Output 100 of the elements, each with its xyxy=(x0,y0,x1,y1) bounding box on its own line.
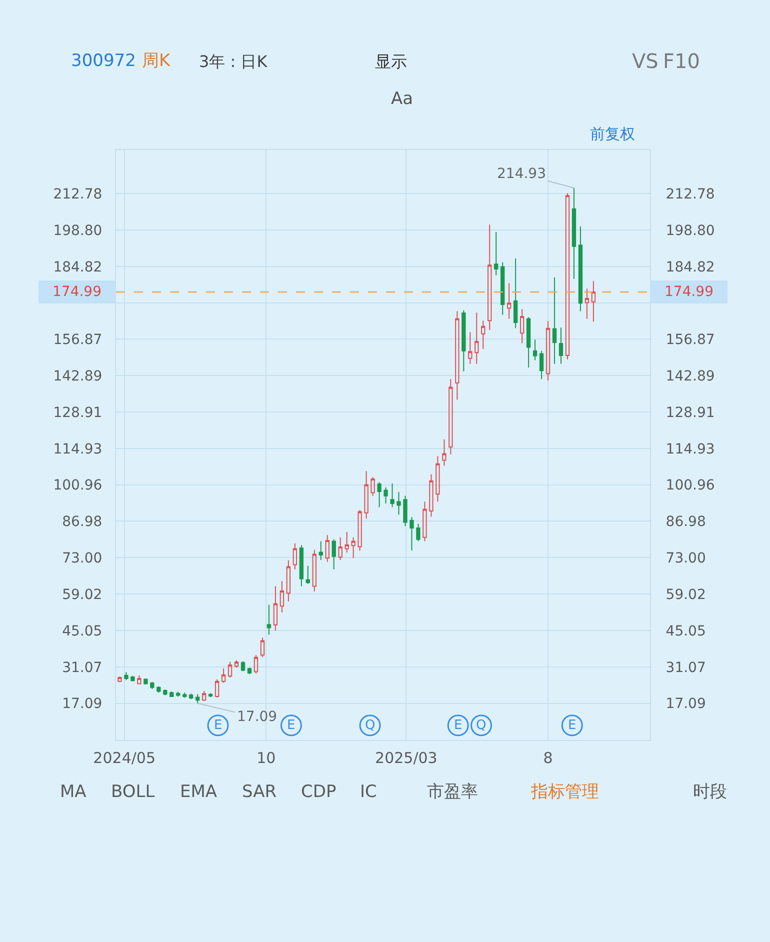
candlestick xyxy=(130,675,135,682)
candlestick xyxy=(546,320,550,382)
candlestick xyxy=(286,560,291,602)
candlestick xyxy=(436,456,440,502)
candlestick xyxy=(455,310,460,400)
candlestick xyxy=(124,672,128,681)
text: 周K xyxy=(142,51,171,71)
annotation: E xyxy=(454,718,462,733)
candlestick xyxy=(396,492,401,516)
candlestick xyxy=(377,482,382,508)
candlestick xyxy=(266,604,272,636)
candlestick xyxy=(195,694,200,704)
candlestick xyxy=(526,316,531,368)
y2-tick-label: 212.78 xyxy=(666,186,715,202)
x-tick-label: 2025/03 xyxy=(375,749,438,767)
y-tick-label: 114.93 xyxy=(53,441,102,458)
text: BOLL xyxy=(111,782,156,802)
y-tick-label: 128.91 xyxy=(53,404,102,421)
candlestick xyxy=(163,688,168,696)
candlestick xyxy=(468,332,472,364)
candlestick xyxy=(532,339,538,361)
text: 显示 xyxy=(375,52,407,71)
candlestick xyxy=(254,654,258,674)
text: EMA xyxy=(180,782,218,802)
text: Aa xyxy=(391,89,414,109)
y-tick-label: 31.07 xyxy=(62,660,102,676)
y2-tick-label: 17.09 xyxy=(666,696,706,712)
y2-tick-label: 142.89 xyxy=(666,368,715,385)
candlestick xyxy=(448,378,453,456)
text: MA xyxy=(60,782,87,802)
candlestick xyxy=(325,534,330,562)
candlestick xyxy=(318,540,323,560)
candlestick xyxy=(156,686,161,694)
candlestick xyxy=(384,486,388,504)
candlestick xyxy=(273,586,278,632)
candlestick xyxy=(390,482,394,508)
candlestick xyxy=(299,544,304,587)
candlestick xyxy=(591,280,596,322)
y-tick-label: 17.09 xyxy=(62,696,102,712)
text: 前复权 xyxy=(590,125,635,143)
text: 指标管理 xyxy=(530,782,599,802)
y-tick-label: 86.98 xyxy=(62,514,102,530)
candlestick xyxy=(500,262,505,316)
text: VS xyxy=(632,49,658,73)
candlestick xyxy=(410,516,414,552)
candlestick xyxy=(351,536,356,559)
annotation: 214.93 xyxy=(497,166,546,182)
candlestick xyxy=(488,224,492,330)
text: 市盈率 xyxy=(427,782,478,802)
candlestick xyxy=(228,661,232,678)
text: IC xyxy=(360,782,377,802)
y-tick-label: 100.96 xyxy=(53,478,102,494)
candlestick xyxy=(118,676,122,683)
annotation: 17.09 xyxy=(237,709,278,725)
x-tick-label: 10 xyxy=(256,749,276,767)
y-tick-label: 212.78 xyxy=(53,186,102,202)
candlestick xyxy=(370,476,375,496)
candlestick xyxy=(240,660,246,672)
candlestick xyxy=(481,320,486,350)
candlestick xyxy=(364,470,368,520)
candlestick xyxy=(221,668,226,684)
candlestick xyxy=(358,509,362,552)
candlestick xyxy=(513,258,518,329)
candlestick xyxy=(292,542,298,570)
text: SAR xyxy=(242,782,277,802)
candlestick xyxy=(494,232,498,276)
y2-tick-label: 59.02 xyxy=(666,586,706,603)
candlestick xyxy=(137,674,142,685)
annotation: E xyxy=(568,718,576,733)
text: F10 xyxy=(663,49,700,73)
candlestick xyxy=(306,565,310,584)
candlestick xyxy=(150,681,154,690)
y2-tick-label: 100.96 xyxy=(666,478,715,494)
ref-line-label: 174.99 xyxy=(52,284,102,300)
candlestick xyxy=(572,187,576,280)
y-tick-label: 156.87 xyxy=(53,332,102,348)
y2-tick-label: 128.91 xyxy=(666,404,715,421)
candlestick xyxy=(539,350,544,380)
y2-tick-label: 184.82 xyxy=(666,259,715,276)
candlestick xyxy=(520,308,524,344)
y2-tick-label: 45.05 xyxy=(666,623,706,640)
candlestick xyxy=(182,692,187,698)
y-tick-label: 45.05 xyxy=(62,623,102,640)
candlestick xyxy=(214,678,220,698)
annotation: E xyxy=(287,718,296,733)
text: 时段 xyxy=(693,782,727,802)
candlestick xyxy=(462,310,466,372)
text: CDP xyxy=(301,782,336,802)
candlestick xyxy=(558,327,564,364)
text: 3年 : 日K xyxy=(199,52,268,71)
annotation: Q xyxy=(365,718,376,733)
candlestick xyxy=(403,495,408,527)
y-tick-label: 142.89 xyxy=(53,368,102,385)
candlestick xyxy=(584,288,590,320)
candlestick xyxy=(416,523,420,542)
annotation: Q xyxy=(476,718,486,733)
candlestick xyxy=(202,690,206,702)
x-tick-label: 2024/05 xyxy=(93,749,156,767)
y-tick-label: 198.80 xyxy=(53,222,102,239)
candlestick xyxy=(578,226,583,312)
